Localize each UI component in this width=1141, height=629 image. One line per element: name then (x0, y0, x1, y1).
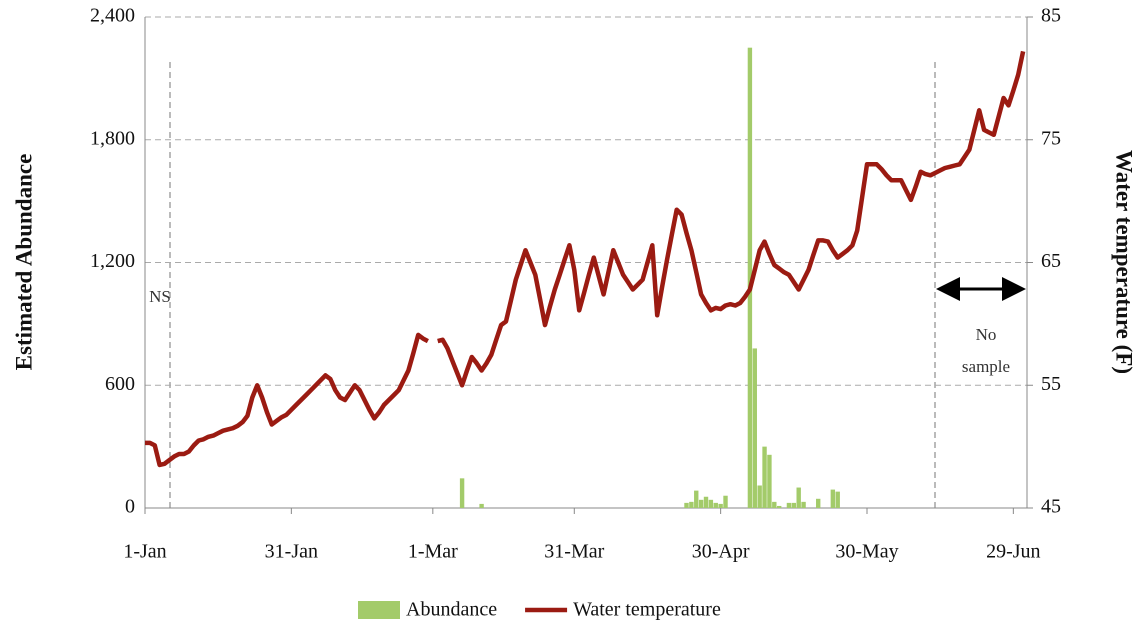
bar (689, 501, 694, 508)
y-tick-label: 1,800 (90, 127, 135, 149)
bar (713, 502, 718, 508)
legend-swatch (358, 601, 400, 619)
bar (703, 496, 709, 508)
y2-tick-label: 45 (1041, 496, 1061, 518)
x-tick-label: 30-May (835, 541, 898, 563)
bar (835, 491, 840, 508)
bar (752, 348, 757, 508)
y-axis-title: Estimated Abundance (11, 154, 36, 371)
bar (479, 503, 484, 508)
bar (459, 478, 465, 508)
y2-tick-label: 85 (1041, 5, 1061, 27)
bar (694, 490, 699, 508)
x-tick-label: 31-Jan (265, 541, 318, 563)
annotation: NS (149, 287, 171, 306)
bar (718, 503, 723, 508)
y-tick-label: 0 (125, 496, 135, 518)
legend-label: Abundance (406, 599, 497, 621)
bar (757, 485, 762, 508)
y2-tick-label: 65 (1041, 250, 1061, 272)
x-tick-label: 1-Jan (123, 541, 166, 563)
x-tick-label: 30-Apr (692, 541, 750, 563)
bar (747, 47, 753, 508)
y-tick-label: 2,400 (90, 5, 135, 27)
annotation: sample (962, 357, 1010, 376)
bar (801, 501, 806, 508)
x-tick-label: 29-Jun (986, 541, 1040, 563)
bar (708, 499, 714, 508)
y-tick-label: 1,200 (90, 250, 135, 272)
line (145, 50, 1026, 468)
annotation: No (976, 325, 997, 344)
bar (723, 495, 728, 508)
y2-tick-label: 55 (1041, 373, 1061, 395)
bar (816, 498, 821, 508)
bar (796, 487, 801, 508)
bar (776, 505, 782, 508)
y2-axis-title: Water temperature (F) (1112, 150, 1137, 374)
x-tick-label: 1-Mar (408, 541, 458, 563)
bar (698, 499, 704, 508)
legend-label: Water temperature (573, 599, 721, 621)
bar (762, 446, 767, 508)
y2-tick-label: 75 (1041, 127, 1061, 149)
bar (684, 502, 689, 508)
bar (767, 454, 772, 508)
bar (772, 501, 777, 508)
bar (786, 502, 792, 508)
bar (830, 489, 836, 508)
x-tick-label: 31-Mar (544, 541, 604, 563)
y-tick-label: 600 (105, 373, 135, 395)
bar (791, 502, 797, 508)
